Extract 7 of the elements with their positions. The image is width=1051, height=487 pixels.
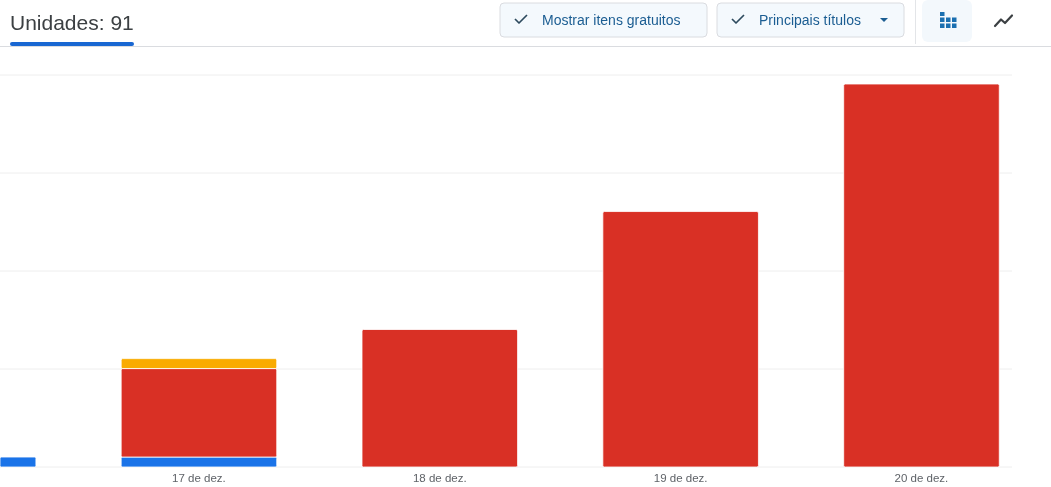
x-tick-label: 18 de dez. bbox=[412, 472, 467, 484]
toggle-button: Mostrar itens gratuitos bbox=[499, 2, 708, 38]
x-tick-label: 19 de dez. bbox=[653, 472, 708, 484]
chart-title: Unidades: 91 bbox=[10, 11, 134, 34]
x-tick-label: 20 de dez. bbox=[894, 472, 949, 484]
toggle-button: Principais títulos bbox=[716, 2, 905, 38]
x-tick-label: 17 de dez. bbox=[172, 472, 226, 484]
